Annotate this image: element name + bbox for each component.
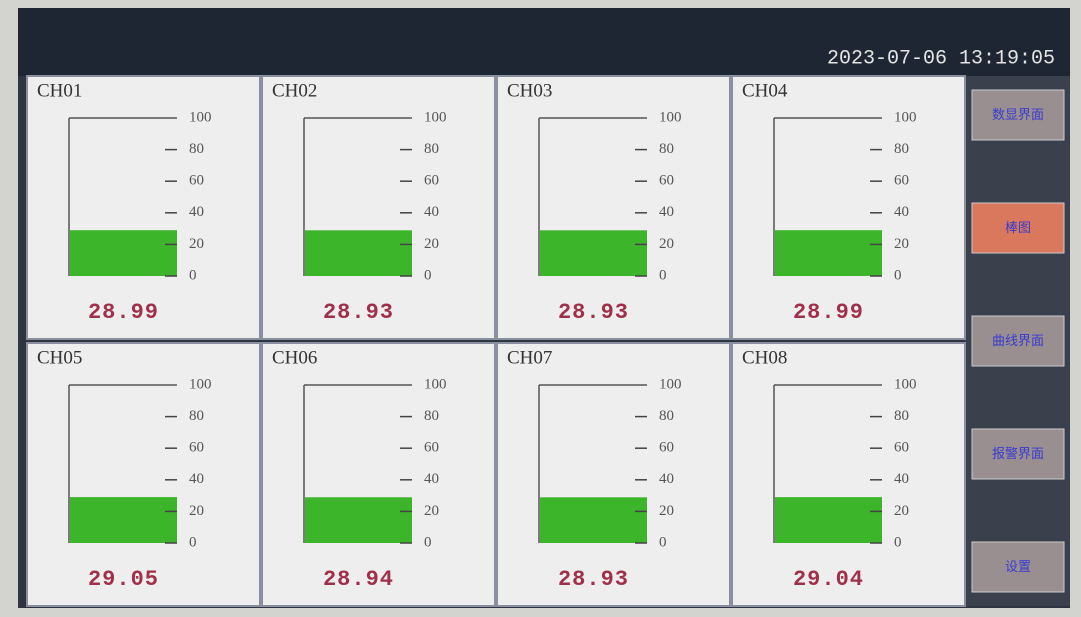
gauge-bar (775, 497, 882, 543)
tick-label: 0 (424, 534, 432, 550)
tick-label: 80 (424, 141, 439, 157)
tick-label: 40 (424, 471, 439, 487)
gauge-bar (305, 230, 412, 276)
tick-label: 0 (894, 267, 902, 283)
tick-label: 40 (424, 204, 439, 220)
tick-label: 100 (659, 109, 682, 125)
tick-label: 20 (189, 503, 204, 519)
tick-label: 20 (894, 236, 909, 252)
tick-label: 20 (659, 236, 674, 252)
tick-label: 20 (659, 503, 674, 519)
tick-label: 100 (189, 109, 212, 125)
tick-label: 40 (894, 204, 909, 220)
tick-label: 60 (189, 440, 204, 456)
tick-label: 60 (659, 173, 674, 189)
channel-value: 28.93 (558, 300, 629, 325)
channel-label: CH04 (742, 80, 788, 101)
tick-label: 60 (424, 173, 439, 189)
tick-label: 0 (424, 267, 432, 283)
tick-label: 0 (189, 267, 197, 283)
tick-label: 0 (659, 267, 667, 283)
channel-value: 29.04 (793, 567, 864, 592)
screen: 2023-07-06 13:19:05 CH01 0 20 40 60 80 100 28.9… (0, 0, 1081, 617)
tick-label: 80 (894, 408, 909, 424)
channel-label: CH02 (272, 80, 317, 101)
tick-label: 40 (659, 204, 674, 220)
tick-label: 80 (189, 408, 204, 424)
tick-label: 20 (424, 503, 439, 519)
tick-label: 20 (424, 236, 439, 252)
channel-value: 28.93 (558, 567, 629, 592)
tick-label: 60 (189, 173, 204, 189)
channel-value: 28.99 (793, 300, 864, 325)
tick-label: 20 (189, 236, 204, 252)
nav-button-label[interactable]: 数显界面 (992, 107, 1044, 122)
tick-label: 100 (894, 109, 917, 125)
channel-label: CH03 (507, 80, 552, 101)
tick-label: 20 (894, 503, 909, 519)
channel-label: CH08 (742, 347, 787, 368)
tick-label: 80 (424, 408, 439, 424)
tick-label: 60 (659, 440, 674, 456)
tick-label: 40 (189, 204, 204, 220)
tick-label: 80 (894, 141, 909, 157)
tick-label: 0 (894, 534, 902, 550)
tick-label: 0 (659, 534, 667, 550)
tick-label: 40 (659, 471, 674, 487)
tick-label: 100 (894, 376, 917, 392)
channel-label: CH01 (37, 80, 82, 101)
channel-value: 28.94 (323, 567, 394, 592)
gauge-bar (540, 497, 647, 543)
gauge-bar (70, 230, 177, 276)
nav-button-label[interactable]: 报警界面 (992, 446, 1044, 461)
channel-value: 28.93 (323, 300, 394, 325)
tick-label: 40 (189, 471, 204, 487)
tick-label: 0 (189, 534, 197, 550)
nav-button-label[interactable]: 曲线界面 (992, 333, 1044, 348)
gauge-bar (70, 497, 177, 543)
page: 2023-07-06 13:19:05 CH01 0 20 40 60 80 100 28.9… (0, 0, 1081, 617)
tick-label: 80 (659, 141, 674, 157)
tick-label: 100 (424, 376, 447, 392)
tick-label: 60 (894, 173, 909, 189)
tick-label: 80 (189, 141, 204, 157)
tick-label: 100 (189, 376, 212, 392)
nav-button-label[interactable]: 棒图 (1005, 220, 1031, 235)
channel-label: CH05 (37, 347, 82, 368)
tick-label: 80 (659, 408, 674, 424)
tick-label: 60 (424, 440, 439, 456)
datetime: 2023-07-06 13:19:05 (827, 47, 1055, 70)
channel-value: 29.05 (88, 567, 159, 592)
gauge-bar (540, 230, 647, 276)
channel-label: CH07 (507, 347, 552, 368)
tick-label: 40 (894, 471, 909, 487)
gauge-bar (305, 497, 412, 543)
tick-label: 100 (659, 376, 682, 392)
nav-button-label[interactable]: 设置 (1005, 559, 1031, 574)
channel-label: CH06 (272, 347, 317, 368)
tick-label: 100 (424, 109, 447, 125)
gauge-bar (775, 230, 882, 276)
tick-label: 60 (894, 440, 909, 456)
channel-value: 28.99 (88, 300, 159, 325)
